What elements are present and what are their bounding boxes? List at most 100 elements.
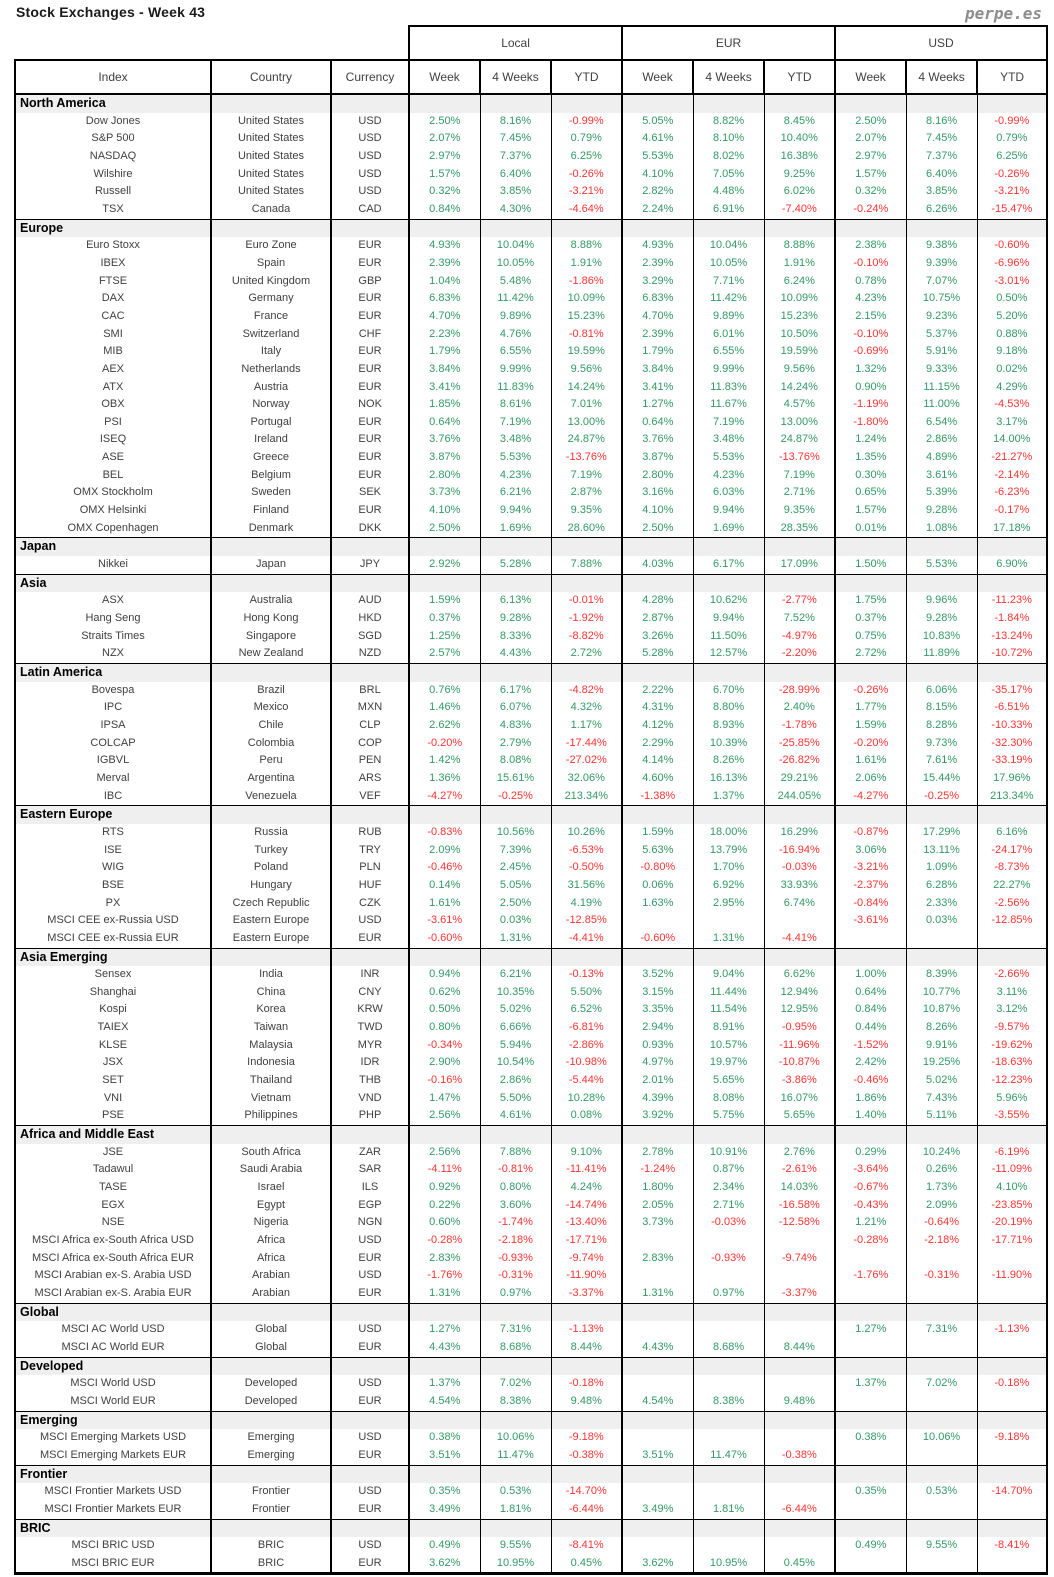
value-cell: 8.02%	[693, 147, 765, 166]
section-filler	[409, 93, 481, 113]
table-row: Tadawul Saudi Arabia SAR -4.11% -0.81% -11.41…	[14, 1161, 1049, 1180]
index-cell: Tadawul	[14, 1161, 212, 1180]
value-cell	[693, 1537, 765, 1555]
value-cell	[906, 1554, 978, 1574]
index-cell: TSX	[14, 200, 212, 220]
value-cell: 2.72%	[835, 645, 907, 664]
value-cell	[835, 1338, 907, 1358]
value-cell: 0.53%	[906, 1483, 978, 1501]
index-cell: Merval	[14, 769, 212, 788]
value-cell	[977, 1284, 1049, 1304]
value-cell: -9.74%	[551, 1249, 624, 1268]
value-cell: 6.40%	[480, 165, 552, 184]
section-row: Global	[14, 1302, 1049, 1322]
value-cell: 2.06%	[835, 769, 907, 788]
table-row: DAX Germany EUR 6.83% 11.42% 10.09% 6.83% 11.42…	[14, 290, 1049, 308]
table-row: RTS Russia RUB -0.83% 10.56% 10.26% 1.59% 18.00…	[14, 823, 1049, 842]
value-cell: 3.26%	[622, 627, 694, 646]
value-cell: 1.31%	[409, 1284, 481, 1304]
index-cell: Sensex	[14, 966, 212, 984]
index-cell: NZX	[14, 645, 212, 664]
section-row: North America	[14, 93, 1049, 113]
value-cell: 6.01%	[693, 325, 765, 344]
value-cell: -1.84%	[977, 610, 1049, 628]
value-cell: -0.31%	[906, 1267, 978, 1285]
value-cell: -0.60%	[977, 237, 1049, 255]
value-cell: 7.19%	[764, 466, 837, 485]
value-cell: 19.59%	[551, 343, 624, 361]
value-cell: -0.46%	[409, 859, 481, 877]
value-cell: -3.61%	[835, 912, 907, 930]
value-cell: 8.88%	[764, 237, 837, 255]
table-row: PSI Portugal EUR 0.64% 7.19% 13.00% 0.64% 7.19%…	[14, 413, 1049, 432]
section-filler	[622, 1464, 694, 1484]
table-row: Wilshire United States USD 1.57% 6.40% -0.26%…	[14, 165, 1049, 184]
value-cell: 0.79%	[977, 130, 1049, 148]
value-cell: -32.30%	[977, 734, 1049, 753]
index-cell: AEX	[14, 360, 212, 379]
value-cell: 4.61%	[622, 130, 694, 148]
value-cell: -16.94%	[764, 841, 837, 860]
value-cell: 6.17%	[693, 556, 765, 575]
section-filler	[331, 805, 411, 824]
value-cell: 4.10%	[622, 502, 694, 520]
value-cell: 11.47%	[480, 1446, 552, 1466]
section-filler	[977, 573, 1049, 593]
section-filler	[551, 805, 624, 824]
value-cell: 4.61%	[480, 1107, 552, 1126]
value-cell	[622, 1483, 694, 1501]
value-cell: 1.69%	[480, 519, 552, 538]
value-cell: 3.17%	[977, 413, 1049, 432]
value-cell: 10.91%	[693, 1143, 765, 1162]
index-cell: ISEQ	[14, 431, 212, 450]
section-filler	[835, 1410, 907, 1430]
value-cell	[764, 912, 837, 930]
value-cell: 2.05%	[622, 1196, 694, 1215]
value-cell	[764, 1429, 837, 1447]
currency-cell: ILS	[331, 1179, 411, 1197]
currency-cell: USD	[331, 912, 411, 930]
index-cell: OMX Copenhagen	[14, 519, 212, 538]
value-cell: 4.28%	[622, 592, 694, 611]
value-cell: 4.03%	[622, 556, 694, 575]
value-cell: 4.60%	[622, 769, 694, 788]
value-cell: 1.24%	[835, 431, 907, 450]
index-cell: MIB	[14, 343, 212, 361]
index-cell: JSE	[14, 1143, 212, 1162]
value-cell: -5.44%	[551, 1072, 624, 1090]
value-cell: 15.23%	[551, 307, 624, 326]
value-cell: 2.57%	[409, 645, 481, 664]
section-filler	[211, 1518, 332, 1538]
value-cell: 4.97%	[622, 1054, 694, 1073]
index-cell: NSE	[14, 1214, 212, 1232]
value-cell: 3.73%	[622, 1214, 694, 1232]
value-cell: -0.46%	[835, 1072, 907, 1090]
value-cell: 6.52%	[551, 1001, 624, 1020]
value-cell: 0.64%	[409, 413, 481, 432]
value-cell: 7.43%	[906, 1089, 978, 1108]
section-filler	[409, 1464, 481, 1484]
table-row: MIB Italy EUR 1.79% 6.55% 19.59% 1.79% 6.55% 19.…	[14, 343, 1049, 361]
value-cell: 5.20%	[977, 307, 1049, 326]
value-cell: 4.93%	[409, 237, 481, 255]
section-filler	[764, 1518, 837, 1538]
section-row: Frontier	[14, 1464, 1049, 1484]
column-header-country: Country	[210, 59, 332, 95]
value-cell: -13.24%	[977, 627, 1049, 646]
table-row: Sensex India INR 0.94% 6.21% -0.13% 3.52% 9.04%…	[14, 966, 1049, 984]
value-cell: -0.93%	[480, 1249, 552, 1268]
table-row: MSCI World EUR Developed EUR 4.54% 8.38% 9.48…	[14, 1392, 1049, 1412]
value-cell: 9.48%	[551, 1392, 624, 1412]
value-cell: 1.59%	[622, 823, 694, 842]
country-cell: Africa	[211, 1249, 332, 1268]
value-cell: 5.05%	[622, 112, 694, 131]
value-cell	[835, 1500, 907, 1519]
value-cell: 9.33%	[906, 360, 978, 379]
index-cell: MSCI BRIC EUR	[14, 1554, 212, 1574]
value-cell: 3.06%	[835, 841, 907, 860]
country-cell: India	[211, 966, 332, 984]
value-cell: 7.45%	[906, 130, 978, 148]
value-cell: 0.03%	[906, 912, 978, 930]
value-cell: 2.87%	[622, 610, 694, 628]
value-cell: 12.95%	[764, 1001, 837, 1020]
